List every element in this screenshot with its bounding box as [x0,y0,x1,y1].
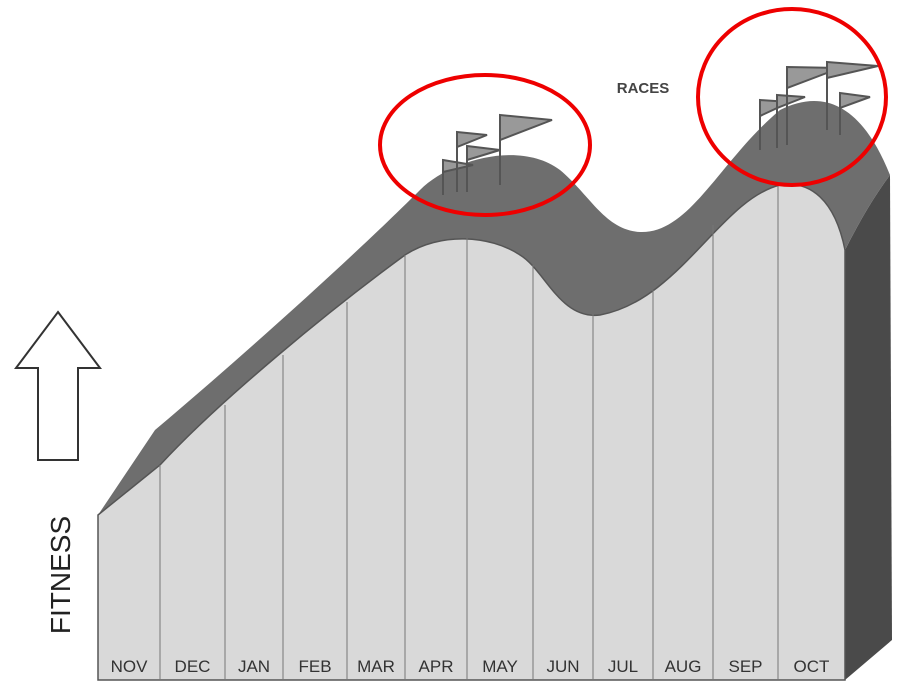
month-label: MAR [357,657,395,676]
month-label: SEP [728,657,762,676]
month-label: JUN [546,657,579,676]
month-label: OCT [794,657,830,676]
month-label: APR [419,657,454,676]
fitness-label: FITNESS [45,516,76,634]
side-face [845,175,892,680]
front-face [98,184,845,680]
month-label: MAY [482,657,518,676]
fitness-arrow [16,312,100,460]
month-label: FEB [298,657,331,676]
month-label: NOV [111,657,149,676]
races-label: RACES [617,80,670,97]
month-label: DEC [175,657,211,676]
month-label: JUL [608,657,638,676]
month-label: JAN [238,657,270,676]
month-label: AUG [665,657,702,676]
fitness-diagram: RACES FITNESS NOV DEC JAN FEB MAR APR MAY JUN JU… [0,0,917,686]
